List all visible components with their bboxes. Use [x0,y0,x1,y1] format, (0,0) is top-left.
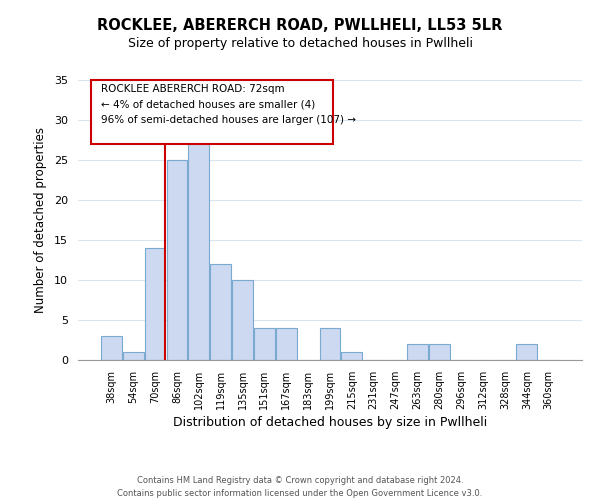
Bar [341,352,362,360]
Text: Size of property relative to detached houses in Pwllheli: Size of property relative to detached ho… [128,38,473,51]
Bar [407,344,428,360]
Bar [254,328,275,360]
Bar [429,344,450,360]
Bar [517,344,537,360]
Text: ROCKLEE ABERERCH ROAD: 72sqm
← 4% of detached houses are smaller (4)
96% of semi: ROCKLEE ABERERCH ROAD: 72sqm ← 4% of det… [101,84,356,124]
Bar [123,352,143,360]
Bar [232,280,253,360]
Text: Contains HM Land Registry data © Crown copyright and database right 2024.
Contai: Contains HM Land Registry data © Crown c… [118,476,482,498]
Text: ROCKLEE, ABERERCH ROAD, PWLLHELI, LL53 5LR: ROCKLEE, ABERERCH ROAD, PWLLHELI, LL53 5… [97,18,503,32]
X-axis label: Distribution of detached houses by size in Pwllheli: Distribution of detached houses by size … [173,416,487,429]
Y-axis label: Number of detached properties: Number of detached properties [34,127,47,313]
Bar [210,264,231,360]
Bar [167,160,187,360]
Bar [320,328,340,360]
Bar [101,336,122,360]
Bar [145,248,166,360]
FancyBboxPatch shape [91,80,332,144]
Bar [188,136,209,360]
Bar [276,328,296,360]
